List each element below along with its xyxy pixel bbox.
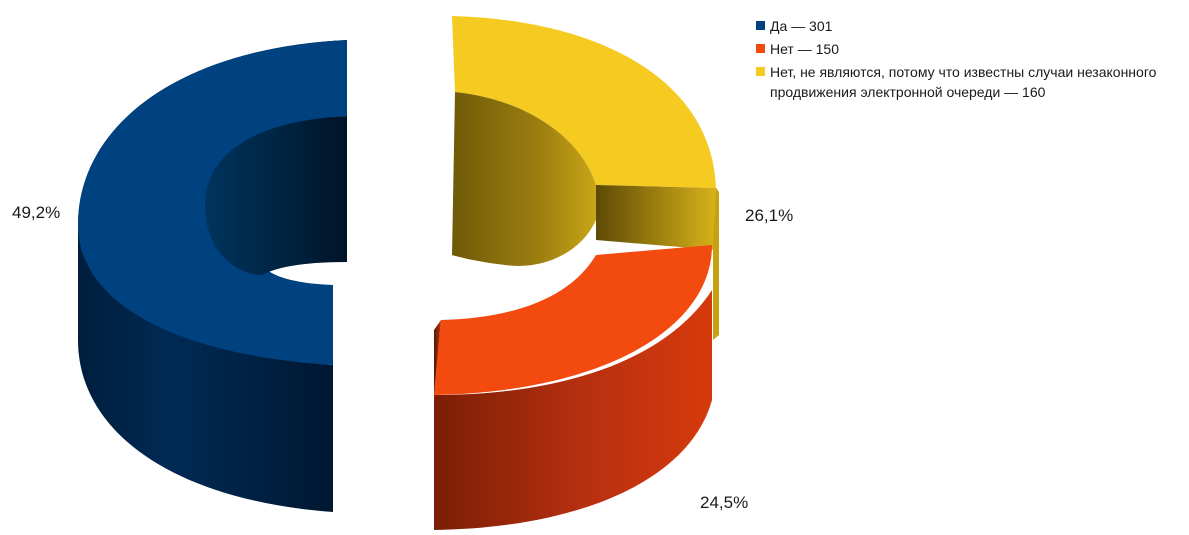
percent-label-da: 49,2% — [12, 203, 60, 222]
slice-net-ne-yavlyayutsya-top — [452, 16, 716, 188]
slice-net-outer-wall — [434, 290, 712, 530]
slice-net — [434, 245, 712, 530]
legend-item-net: Нет — 150 — [756, 39, 1176, 59]
slice-net-ne-yavlyayutsya — [452, 16, 719, 340]
percent-label-net: 24,5% — [700, 493, 748, 512]
slice-da — [78, 40, 347, 512]
slice-net-ne-yavlyayutsya-inner-wall — [452, 92, 596, 266]
legend-label-da: Да — 301 — [770, 18, 833, 34]
slice-net-ne-yavlyayutsya-outer-wall — [713, 188, 719, 340]
legend-label-net: Нет — 150 — [770, 41, 839, 57]
legend-item-net-ne-yavlyayutsya: Нет, не являются, потому что известны сл… — [756, 62, 1176, 102]
slice-net-top — [434, 245, 712, 395]
slice-da-inner-wall — [205, 116, 347, 275]
percent-label-net-ne-yavlyayutsya: 26,1% — [745, 206, 793, 225]
legend: Да — 301 Нет — 150 Нет, не являются, пот… — [756, 16, 1176, 102]
legend-label-net-ne-yavlyayutsya: Нет, не являются, потому что известны сл… — [770, 64, 1157, 100]
legend-swatch-net-ne-yavlyayutsya — [756, 67, 765, 76]
slice-net-inner-wall — [434, 320, 441, 395]
legend-swatch-net — [756, 44, 765, 53]
legend-swatch-da — [756, 21, 765, 30]
slice-net-ne-yavlyayutsya-cut — [596, 185, 716, 250]
legend-item-da: Да — 301 — [756, 16, 1176, 36]
